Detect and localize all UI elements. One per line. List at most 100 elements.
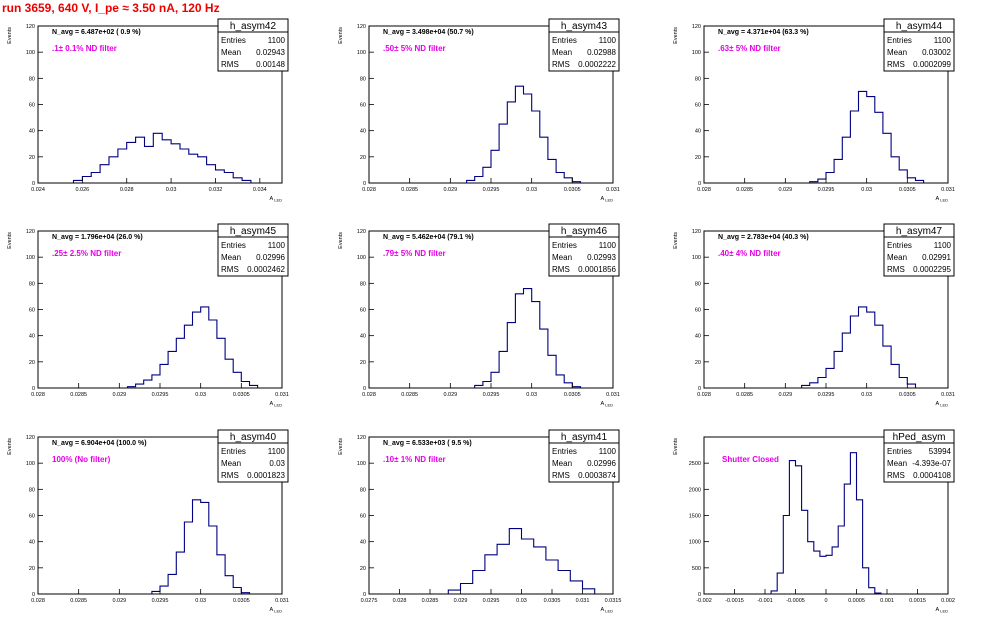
stats-value: 0.02988	[587, 48, 616, 57]
histogram-panel: 0.028 0.0285 0.029 0.0295 0.03 0.0305 0.031 0 20…	[673, 18, 955, 203]
x-tick-label: 0.0285	[70, 392, 87, 398]
y-tick-label: 100	[357, 255, 366, 261]
stats-key: Mean	[221, 459, 241, 468]
stats-value: 0.0001823	[247, 471, 285, 480]
histogram-series	[809, 90, 925, 183]
x-tick-label: 0.031	[275, 598, 289, 604]
stats-value: 53994	[929, 447, 952, 456]
x-axis-label-sub: LED	[274, 198, 282, 203]
y-tick-label: 100	[26, 461, 35, 467]
x-tick-label: 0.0295	[483, 392, 500, 398]
stats-key: RMS	[887, 471, 905, 480]
y-tick-label: 120	[357, 229, 366, 235]
stats-key: Mean	[887, 253, 907, 262]
stats-key: Mean	[552, 48, 572, 57]
y-tick-label: 20	[695, 155, 701, 161]
y-axis-label: Events	[673, 27, 679, 44]
x-tick-label: 0.03	[516, 598, 527, 604]
x-tick-label: 0.031	[941, 187, 955, 193]
x-axis-label: ALED	[601, 196, 614, 203]
y-tick-label: 0	[363, 592, 366, 598]
y-axis-label: Events	[338, 438, 344, 455]
y-axis-label: Events	[673, 232, 679, 249]
filter-label: .25± 2.5% ND filter	[52, 249, 121, 258]
x-tick-label: 0.0275	[361, 598, 378, 604]
stats-key: RMS	[887, 60, 905, 69]
x-tick-label: 0.031	[606, 392, 620, 398]
x-tick-label: 0.028	[697, 187, 711, 193]
x-tick-label: -0.002	[696, 598, 712, 604]
x-tick-label: 0.029	[443, 187, 457, 193]
stats-key: Entries	[221, 241, 246, 250]
stats-value: 0.0002099	[913, 60, 951, 69]
x-tick-label: 0.031	[606, 187, 620, 193]
y-tick-label: 20	[695, 360, 701, 366]
stats-title: hPed_asym	[893, 432, 946, 443]
y-tick-label: 0	[698, 181, 701, 187]
histogram-series	[126, 306, 259, 388]
x-axis-label-sub: LED	[605, 198, 613, 203]
y-tick-label: 120	[357, 24, 366, 30]
y-tick-label: 2000	[689, 487, 701, 493]
y-tick-label: 20	[29, 155, 35, 161]
y-tick-label: 40	[695, 129, 701, 135]
y-axis-label: Events	[7, 27, 13, 44]
x-tick-label: 0.0295	[818, 392, 835, 398]
filter-label: .40± 4% ND filter	[718, 249, 781, 258]
stats-box: h_asym45 Entries 1100 Mean 0.02996 RMS 0.00024…	[217, 223, 289, 277]
stats-key: Entries	[552, 241, 577, 250]
filter-label: .79± 5% ND filter	[383, 249, 446, 258]
y-tick-label: 40	[360, 540, 366, 546]
stats-box: h_asym47 Entries 1100 Mean 0.02991 RMS 0.00022…	[883, 223, 955, 277]
y-tick-label: 60	[29, 514, 35, 520]
stats-value: 1100	[599, 36, 617, 45]
filter-label: .1± 0.1% ND filter	[52, 44, 117, 53]
x-tick-label: 0.031	[576, 598, 590, 604]
y-tick-label: 1500	[689, 514, 701, 520]
stats-value: 0.0002295	[913, 265, 951, 274]
x-tick-label: 0.0305	[899, 187, 916, 193]
stats-box: h_asym40 Entries 1100 Mean 0.03 RMS 0.0001823	[217, 429, 289, 483]
stats-title: h_asym46	[561, 226, 608, 237]
y-axis-label: Events	[7, 438, 13, 455]
stats-key: RMS	[552, 265, 570, 274]
x-tick-label: 0.024	[31, 187, 45, 193]
x-tick-label: 0.028	[31, 392, 45, 398]
stats-key: Entries	[887, 447, 912, 456]
stats-value: 0.0001856	[578, 265, 616, 274]
stats-box: h_asym44 Entries 1100 Mean 0.03002 RMS 0.00020…	[883, 18, 955, 72]
histogram-panel: 0.028 0.0285 0.029 0.0295 0.03 0.0305 0.031 0 20…	[338, 18, 620, 203]
x-axis-label-sub: LED	[605, 609, 613, 614]
x-tick-label: 0.0295	[483, 187, 500, 193]
stats-value: 0.00148	[256, 60, 285, 69]
histogram-series	[474, 288, 582, 388]
y-tick-label: 100	[692, 50, 701, 56]
x-tick-label: 0.002	[941, 598, 955, 604]
y-tick-label: 0	[698, 592, 701, 598]
stats-key: Entries	[552, 447, 577, 456]
x-tick-label: 0.0305	[233, 392, 250, 398]
x-axis-label: ALED	[936, 607, 949, 614]
x-tick-label: 0.0305	[233, 598, 250, 604]
stats-value: 1100	[599, 241, 617, 250]
x-tick-label: 0.031	[941, 392, 955, 398]
stats-value: 1100	[268, 447, 286, 456]
y-tick-label: 120	[692, 229, 701, 235]
x-axis-label: ALED	[270, 196, 283, 203]
stats-box-frame	[217, 429, 289, 483]
x-tick-label: 0.0285	[401, 187, 418, 193]
y-tick-label: 0	[32, 592, 35, 598]
histogram-series	[466, 85, 582, 183]
stats-value: 0.02996	[256, 253, 285, 262]
x-tick-label: 0.028	[120, 187, 134, 193]
x-tick-label: 0	[824, 598, 827, 604]
y-tick-label: 60	[360, 103, 366, 109]
x-tick-label: 0.0305	[564, 392, 581, 398]
y-axis-label: Events	[338, 232, 344, 249]
x-tick-label: 0.029	[778, 187, 792, 193]
x-tick-label: 0.031	[275, 392, 289, 398]
x-tick-label: 0.028	[31, 598, 45, 604]
filter-label: .10± 1% ND filter	[383, 455, 446, 464]
x-tick-label: 0.0295	[818, 187, 835, 193]
y-axis-label: Events	[338, 27, 344, 44]
